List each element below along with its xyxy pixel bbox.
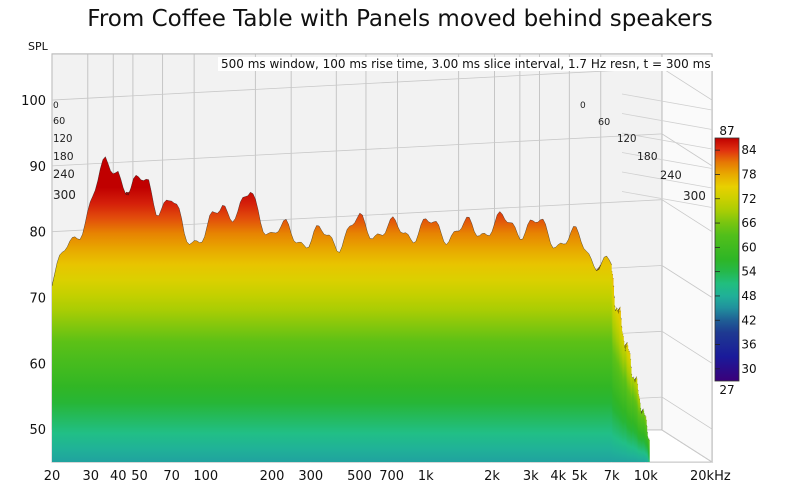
y-tick-label: 50 xyxy=(29,423,46,438)
x-tick-label: 4k xyxy=(550,469,566,484)
x-tick-label: 500 xyxy=(347,469,372,484)
time-label-right: 180 xyxy=(637,150,658,163)
time-label-left: 0 xyxy=(53,101,59,111)
colorbar-tick-label: 30 xyxy=(741,362,756,376)
x-tick-label: 20 xyxy=(44,469,61,484)
x-tick-label: 50 xyxy=(131,469,148,484)
colorbar-tick-label: 78 xyxy=(741,167,756,181)
x-tick-label: 3k xyxy=(523,469,539,484)
colorbar-tick-label: 36 xyxy=(741,338,756,352)
waterfall-slice xyxy=(52,156,612,462)
x-tick-label: 1k xyxy=(418,469,434,484)
colorbar-tick-label: 84 xyxy=(741,143,756,157)
time-label-right: 120 xyxy=(617,134,636,145)
y-tick-label: 70 xyxy=(29,291,46,306)
colorbar: 87 27 84 78 72 66 60 54 48 42 36 30 xyxy=(714,124,757,397)
x-tick-label: 200 xyxy=(260,469,285,484)
y-axis-label: SPL xyxy=(28,40,49,53)
x-tick-label: 700 xyxy=(379,469,404,484)
time-label-left: 180 xyxy=(53,150,74,163)
x-tick-label: 300 xyxy=(298,469,323,484)
x-tick-label: 30 xyxy=(82,469,99,484)
colorbar-tick-label: 42 xyxy=(741,313,756,327)
time-label-right: 300 xyxy=(683,189,706,203)
colorbar-tick-label: 60 xyxy=(741,240,756,254)
x-tick-label: 20kHz xyxy=(690,469,731,484)
waterfall-surface xyxy=(52,156,650,462)
time-label-left: 240 xyxy=(53,167,75,181)
axes: SPL 100 90 80 70 60 50 20 30 40 50 70 100 200 300 500 70… xyxy=(21,40,731,484)
colorbar-tick-label: 72 xyxy=(741,192,756,206)
chart-title: From Coffee Table with Panels moved behi… xyxy=(87,6,713,32)
y-tick-label: 60 xyxy=(29,357,46,372)
colorbar-tick-label: 54 xyxy=(741,265,756,279)
x-tick-label: 5k xyxy=(572,469,588,484)
colorbar-min: 27 xyxy=(719,383,734,397)
colorbar-max: 87 xyxy=(719,124,734,138)
colorbar-tick-label: 48 xyxy=(741,289,756,303)
settings-caption: 500 ms window, 100 ms rise time, 3.00 ms… xyxy=(218,57,714,71)
x-tick-label: 7k xyxy=(604,469,620,484)
x-tick-label: 40 xyxy=(110,469,127,484)
x-tick-label: 70 xyxy=(163,469,180,484)
time-label-left: 120 xyxy=(53,134,72,145)
x-tick-label: 100 xyxy=(193,469,218,484)
waterfall-slice-outline xyxy=(52,156,612,287)
time-label-left: 300 xyxy=(53,188,76,202)
y-tick-label: 100 xyxy=(21,94,46,109)
y-tick-label: 90 xyxy=(29,160,46,175)
x-tick-label: 2k xyxy=(484,469,500,484)
x-tick-label: 10k xyxy=(634,469,659,484)
time-label-right: 240 xyxy=(660,168,682,182)
time-label-right: 0 xyxy=(580,101,586,111)
time-label-left: 60 xyxy=(53,116,65,127)
y-tick-label: 80 xyxy=(29,226,46,241)
colorbar-tick-label: 66 xyxy=(741,216,756,230)
time-label-right: 60 xyxy=(598,117,610,128)
